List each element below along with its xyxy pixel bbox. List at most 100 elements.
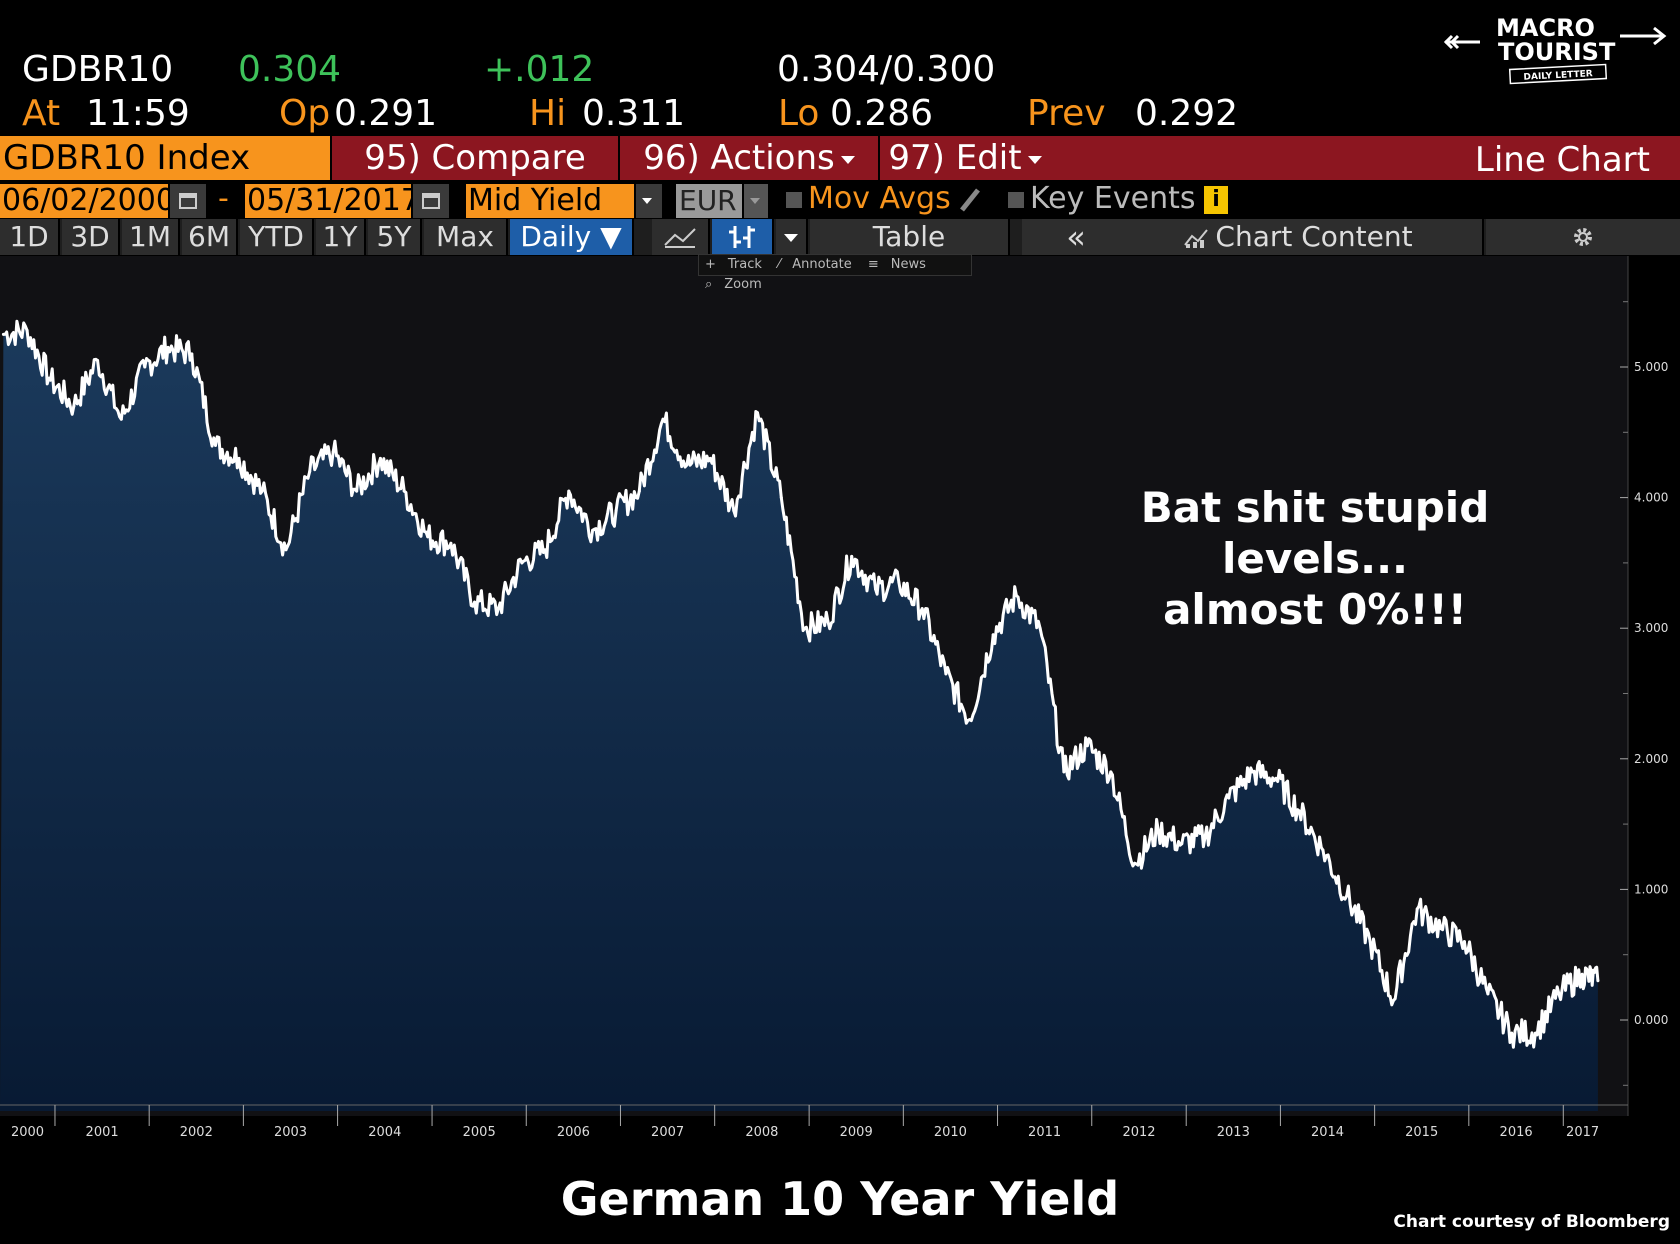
key-events-label[interactable]: Key Events — [1030, 181, 1196, 216]
data-point — [1415, 907, 1419, 911]
zoom-icon: ⌕ — [705, 277, 713, 292]
data-point — [496, 607, 500, 611]
chart-title: German 10 Year Yield — [560, 1172, 1120, 1226]
security-field[interactable]: GDBR10 Index — [0, 136, 330, 180]
frequency-select[interactable]: Daily ▼ — [510, 219, 634, 255]
data-point — [874, 587, 877, 591]
data-point — [991, 633, 995, 637]
data-point — [1321, 848, 1325, 852]
data-point — [1580, 972, 1584, 976]
data-point — [708, 456, 712, 460]
pencil-icon[interactable] — [958, 186, 982, 214]
period-3d-button[interactable]: 3D — [62, 219, 120, 255]
end-calendar-button[interactable] — [413, 184, 449, 218]
checkbox-icon[interactable] — [1008, 192, 1024, 208]
chart-plot[interactable]: 0.000 1.000 2.000 3.000 4.000 5.000 — [0, 256, 1680, 1116]
annotation-line-2: levels... — [1221, 534, 1408, 583]
field-dropdown-button[interactable] — [636, 184, 662, 218]
zoom-tool[interactable]: Zoom — [724, 277, 762, 292]
x-tick-label: 2014 — [1311, 1125, 1344, 1140]
compare-button[interactable]: 95) Compare — [330, 136, 618, 180]
start-calendar-button[interactable] — [170, 184, 206, 218]
track-tool[interactable]: Track — [727, 257, 762, 272]
chart-content-button[interactable]: Chart Content — [1114, 219, 1484, 255]
end-date-field[interactable]: 05/31/2017 — [245, 183, 420, 218]
data-point — [850, 554, 854, 558]
data-point — [402, 489, 406, 493]
data-point — [284, 548, 288, 552]
compare-label: 95) Compare — [364, 138, 586, 178]
period-1m-button[interactable]: 1M — [122, 219, 180, 255]
x-tick-label: 2013 — [1217, 1125, 1250, 1140]
start-date-field[interactable]: 06/02/2000 — [0, 183, 175, 218]
mov-avgs-label[interactable]: Mov Avgs — [808, 181, 951, 216]
data-point — [1038, 626, 1042, 630]
data-point — [1062, 770, 1066, 774]
data-point — [49, 378, 53, 382]
calendar-icon — [422, 193, 440, 209]
data-point — [1462, 940, 1466, 944]
data-point — [920, 607, 924, 611]
data-point — [96, 359, 100, 362]
data-point — [803, 626, 807, 630]
edit-menu[interactable]: 97) Edit — [878, 136, 1050, 180]
x-tick-label: 2000 — [11, 1125, 44, 1140]
period-6m-button[interactable]: 6M — [182, 219, 238, 255]
macro-tourist-logo: MACRO TOURIST DAILY LETTER — [1443, 14, 1667, 85]
currency-dropdown-button[interactable] — [744, 184, 768, 218]
data-point — [1203, 835, 1207, 839]
data-point — [426, 535, 430, 539]
at-value: 11:59 — [86, 93, 190, 134]
collapse-button[interactable]: « — [1022, 219, 1132, 255]
x-tick-label: 2005 — [463, 1125, 496, 1140]
annotate-tool[interactable]: Annotate — [792, 257, 852, 272]
edit-label: 97) Edit — [888, 138, 1022, 178]
ticker: GDBR10 — [22, 49, 174, 90]
data-point — [1486, 992, 1490, 996]
chart-content-icon — [1184, 229, 1209, 248]
y-tick-label: 1.000 — [1634, 882, 1668, 896]
currency-select[interactable]: EUR — [676, 184, 742, 218]
data-point — [1, 332, 5, 336]
bar-chart-button[interactable] — [712, 219, 774, 255]
period-1y-button[interactable]: 1Y — [316, 219, 366, 255]
chart-tools: + Track ⁄ Annotate ≡ News ⌕ Zoom — [698, 254, 972, 292]
actions-menu[interactable]: 96) Actions — [618, 136, 878, 180]
open-label: Op — [279, 93, 331, 134]
data-point — [378, 456, 382, 460]
period-ytd-button[interactable]: YTD — [240, 219, 314, 255]
period-max-button[interactable]: Max — [424, 219, 508, 255]
checkbox-icon[interactable] — [786, 192, 802, 208]
period-1d-button[interactable]: 1D — [0, 219, 60, 255]
x-tick-label: 2007 — [651, 1125, 684, 1140]
bar-chart-icon — [729, 226, 755, 248]
table-button[interactable]: Table — [810, 219, 1010, 255]
info-icon[interactable]: i — [1204, 186, 1228, 214]
line-chart-button[interactable] — [652, 219, 710, 255]
chevron-down-icon — [784, 234, 798, 242]
chevron-down-icon — [840, 155, 855, 164]
data-point — [25, 328, 29, 332]
chart-annotation: Bat shit stupid levels... almost 0%!!! — [1130, 482, 1500, 635]
data-point — [1368, 940, 1372, 944]
x-tick-label: 2009 — [840, 1125, 873, 1140]
period-5y-button[interactable]: 5Y — [368, 219, 422, 255]
x-tick-label: 2010 — [934, 1125, 967, 1140]
data-point — [1557, 992, 1561, 996]
chart-credit: Chart courtesy of Bloomberg — [1393, 1212, 1670, 1232]
data-point — [1251, 770, 1254, 774]
settings-button[interactable] — [1486, 219, 1680, 255]
x-axis: 2000 2001 2002 2003 2004 2005 2006 2007 2008 2009… — [0, 1104, 1628, 1140]
data-point — [543, 548, 547, 552]
field-select[interactable]: Mid Yield — [466, 184, 634, 218]
news-tool[interactable]: News — [890, 257, 926, 272]
data-point — [944, 672, 948, 676]
chart-name: Line Chart — [1474, 140, 1650, 180]
x-tick-label: 2001 — [86, 1125, 119, 1140]
chart-style-dropdown[interactable] — [776, 219, 808, 255]
prev-label: Prev — [1027, 93, 1106, 134]
data-point — [591, 528, 595, 532]
news-icon: ≡ — [867, 257, 879, 272]
chart-content-label: Chart Content — [1215, 220, 1413, 253]
data-point — [756, 411, 759, 415]
